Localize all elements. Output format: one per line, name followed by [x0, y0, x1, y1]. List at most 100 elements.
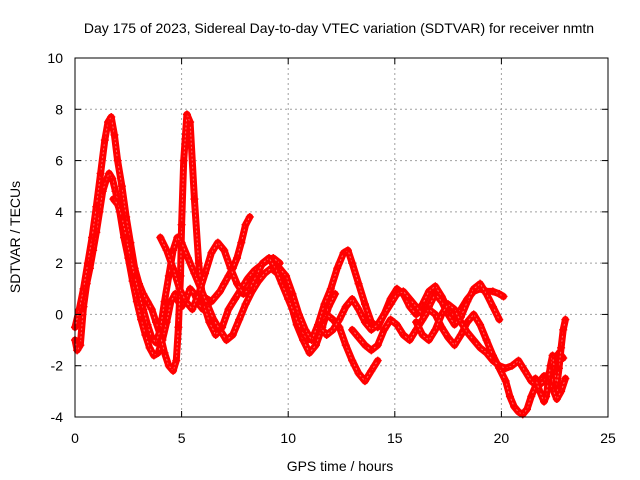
data-point-marker [488, 302, 497, 311]
data-point-marker [169, 366, 178, 375]
data-point-marker [83, 259, 92, 268]
y-tick-label: 4 [55, 204, 63, 220]
data-point-marker [380, 310, 389, 319]
data-point-marker [182, 110, 191, 119]
data-point-marker [224, 305, 233, 314]
data-point-marker [160, 348, 169, 357]
data-point-marker [237, 238, 246, 247]
data-point-marker [169, 264, 178, 273]
data-point-marker [260, 269, 269, 278]
data-point-marker [233, 279, 242, 288]
data-point-marker [226, 264, 235, 273]
data-point-marker [405, 336, 414, 345]
data-point-marker [301, 325, 310, 334]
data-point-marker [277, 279, 286, 288]
data-point-marker [294, 310, 303, 319]
data-point-marker [450, 341, 459, 350]
data-point-marker [333, 264, 342, 273]
data-point-marker [514, 356, 523, 365]
data-point-marker [456, 330, 465, 339]
x-tick-label: 5 [178, 430, 186, 446]
data-point-marker [561, 374, 570, 383]
data-point-marker [239, 289, 248, 298]
data-point-marker [194, 289, 203, 298]
data-point-marker [495, 361, 504, 370]
data-point-marker [211, 292, 220, 301]
data-point-marker [76, 341, 85, 350]
data-point-marker [482, 348, 491, 357]
data-point-marker [505, 392, 514, 401]
data-point-marker [527, 392, 536, 401]
data-point-marker [172, 356, 181, 365]
data-point-marker [243, 274, 252, 283]
data-point-marker [412, 302, 421, 311]
data-point-marker [463, 297, 472, 306]
data-point-marker [149, 351, 158, 360]
data-point-marker [522, 405, 531, 414]
data-point-marker [143, 297, 152, 306]
data-point-marker [437, 310, 446, 319]
data-point-marker [405, 295, 414, 304]
data-point-marker [175, 284, 184, 293]
data-point-marker [233, 254, 242, 263]
data-point-marker [542, 392, 551, 401]
data-point-marker [101, 177, 110, 186]
data-point-marker [220, 246, 229, 255]
data-point-marker [183, 254, 192, 263]
series-marker-texture-trace-1 [74, 172, 251, 356]
data-point-marker [431, 289, 440, 298]
data-point-marker [215, 287, 224, 296]
data-point-marker [245, 212, 254, 221]
data-point-marker [173, 233, 182, 242]
data-point-marker [444, 300, 453, 309]
data-point-marker [92, 202, 101, 211]
data-point-marker [145, 343, 154, 352]
data-point-marker [235, 315, 244, 324]
data-point-marker [275, 264, 284, 273]
data-point-marker [252, 271, 261, 280]
x-tick-label: 15 [387, 430, 403, 446]
y-tick-label: 2 [55, 255, 63, 271]
data-point-marker [265, 254, 274, 263]
data-point-marker [96, 169, 105, 178]
data-point-marker [211, 330, 220, 339]
data-point-marker [360, 318, 369, 327]
data-point-marker [360, 341, 369, 350]
data-point-marker [495, 289, 504, 298]
data-point-marker [488, 287, 497, 296]
y-tick-label: -4 [51, 409, 64, 425]
data-point-marker [373, 341, 382, 350]
data-point-marker [444, 333, 453, 342]
data-point-marker [510, 402, 519, 411]
data-point-marker [230, 295, 239, 304]
data-point-marker [156, 325, 165, 334]
data-point-marker [186, 284, 195, 293]
data-point-marker [392, 320, 401, 329]
data-point-marker [341, 302, 350, 311]
data-point-marker [134, 289, 143, 298]
data-point-marker [79, 284, 88, 293]
data-point-marker [320, 300, 329, 309]
data-point-marker [162, 246, 171, 255]
data-point-marker [348, 356, 357, 365]
data-point-marker [531, 374, 540, 383]
data-point-marker [367, 366, 376, 375]
data-point-marker [177, 238, 186, 247]
data-point-marker [544, 377, 553, 386]
data-point-marker [245, 284, 254, 293]
data-point-marker [482, 336, 491, 345]
data-point-marker [186, 118, 195, 127]
data-point-marker [326, 284, 335, 293]
axis-ticks: 0 5 10 15 20 25 -4 -2 0 2 4 6 8 10 [47, 50, 616, 446]
x-tick-label: 10 [280, 430, 296, 446]
data-point-marker [550, 366, 559, 375]
data-point-marker [209, 315, 218, 324]
data-point-marker [110, 130, 119, 139]
data-point-marker [514, 407, 523, 416]
data-point-marker [104, 118, 113, 127]
data-point-marker [360, 377, 369, 386]
data-point-marker [424, 287, 433, 296]
y-tick-label: 10 [47, 50, 63, 66]
data-point-marker [143, 320, 152, 329]
data-point-marker [152, 338, 161, 347]
